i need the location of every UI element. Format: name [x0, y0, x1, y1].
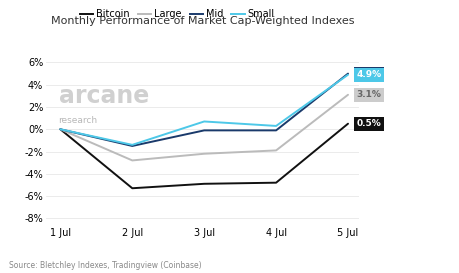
Text: 3.1%: 3.1%	[356, 90, 381, 99]
Text: 5.0%: 5.0%	[356, 69, 381, 78]
Text: 4.9%: 4.9%	[356, 70, 381, 79]
Text: research: research	[58, 115, 97, 124]
Title: Monthly Performance of Market Cap-Weighted Indexes: Monthly Performance of Market Cap-Weight…	[50, 16, 353, 26]
Legend: Bitcoin, Large, Mid, Small: Bitcoin, Large, Mid, Small	[76, 5, 278, 23]
Text: arcane: arcane	[58, 84, 148, 108]
Text: Source: Bletchley Indexes, Tradingview (Coinbase): Source: Bletchley Indexes, Tradingview (…	[9, 261, 202, 270]
Text: 0.5%: 0.5%	[356, 119, 381, 128]
